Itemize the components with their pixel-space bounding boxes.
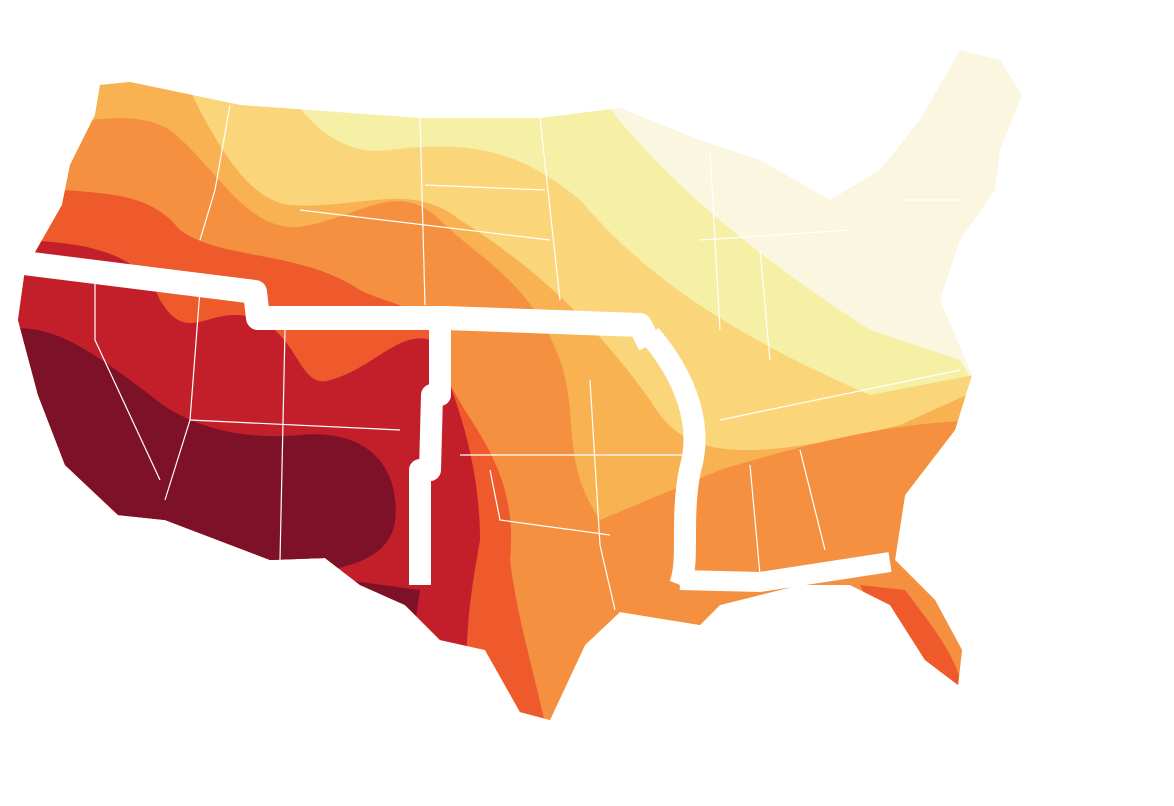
state-line	[699, 229, 851, 241]
state-line	[749, 464, 761, 576]
gap	[641, 327, 706, 590]
state-line	[589, 379, 616, 611]
state-lines	[94, 104, 961, 611]
state-line	[759, 249, 771, 361]
state-line	[419, 117, 426, 306]
state-line	[719, 369, 961, 421]
state-line	[489, 469, 611, 536]
state-line	[709, 149, 721, 331]
state-line	[189, 419, 401, 431]
gaps	[0, 248, 892, 592]
band	[345, 580, 420, 645]
gap	[679, 552, 892, 592]
state-line	[424, 184, 546, 191]
gap	[409, 320, 451, 585]
state-line	[299, 209, 551, 241]
state-line	[539, 117, 561, 301]
gap	[0, 248, 661, 351]
state-line	[199, 104, 231, 241]
state-line	[279, 329, 286, 561]
state-line	[799, 449, 826, 551]
state-line	[94, 280, 161, 481]
